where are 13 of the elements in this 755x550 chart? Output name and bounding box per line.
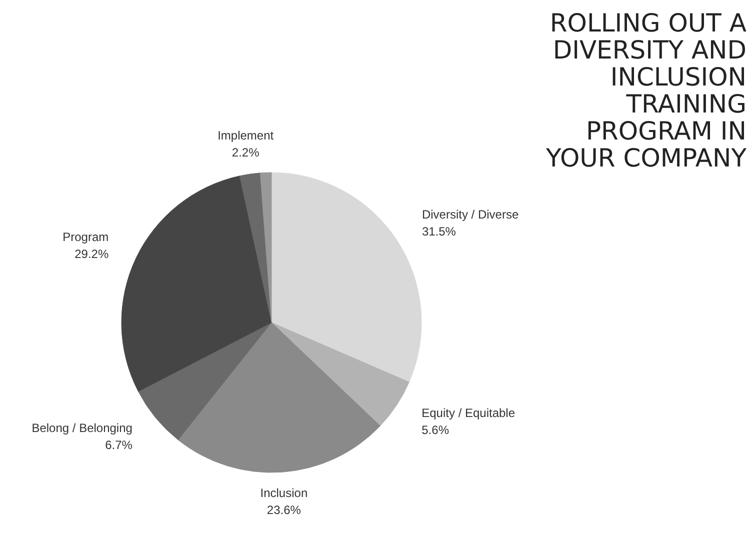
text: ROLLING OUT A DIVERSITY AND INCLUSION TRAINING PROGRAM IN YOUR COMPANY: [545, 8, 748, 172]
slice-label: Inclusion: [260, 486, 308, 500]
slice-label: Diversity / Diverse: [422, 208, 519, 222]
slice-label: Program: [62, 230, 109, 244]
data-label: 6.7%: [105, 438, 133, 452]
slice-label: Implement: [218, 128, 274, 142]
data-label: 23.6%: [266, 503, 302, 518]
data-label: 29.2%: [74, 246, 109, 261]
data-label: 2.2%: [232, 145, 260, 160]
slice-label: Equity / Equitable: [422, 406, 516, 420]
slice-label: Belong / Belonging: [32, 420, 132, 435]
data-label: 5.6%: [422, 422, 450, 437]
data-label: 31.5%: [422, 224, 456, 239]
